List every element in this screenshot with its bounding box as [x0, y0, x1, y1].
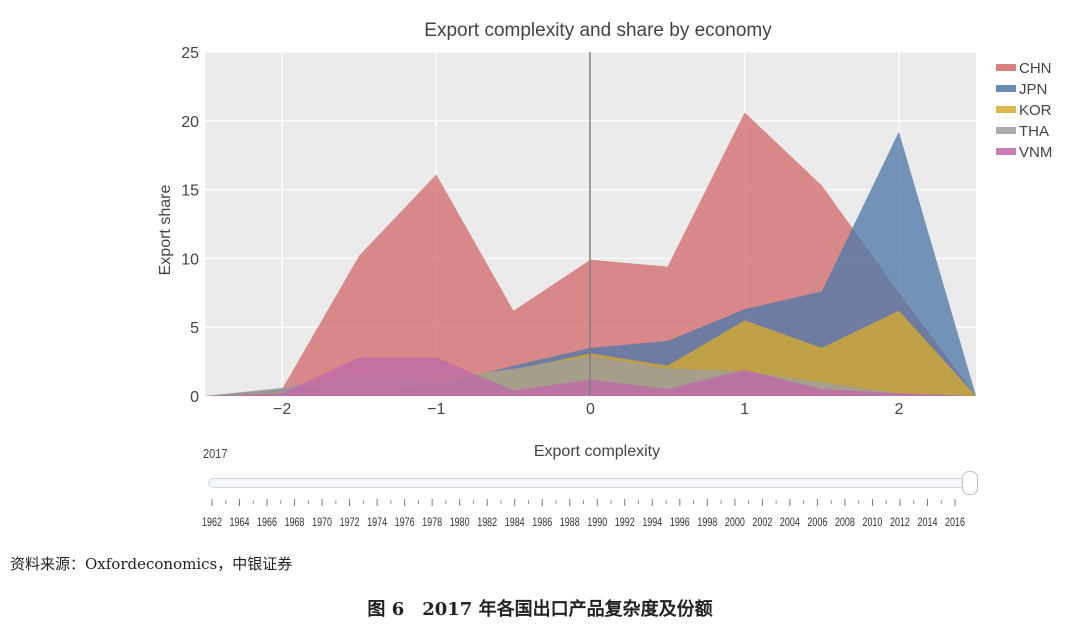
- y-tick-label: 5: [190, 320, 199, 337]
- legend-label-vnm: VNM: [1019, 144, 1052, 161]
- figure-caption: 图 6 2017 年各国出口产品复杂度及份额: [367, 599, 713, 620]
- chart-title: Export complexity and share by economy: [424, 20, 772, 41]
- current-year-label: 2017: [203, 446, 228, 461]
- y-tick-label: 0: [190, 389, 199, 406]
- slider-year-label: 1998: [697, 517, 717, 529]
- slider-year-label: 1994: [642, 517, 662, 529]
- legend-swatch-chn: [996, 64, 1016, 71]
- slider-year-label: 2016: [945, 517, 965, 529]
- x-tick-label: −2: [273, 401, 291, 418]
- legend-label-chn: CHN: [1019, 60, 1052, 77]
- area-jpn: [205, 131, 976, 397]
- area-vnm: [205, 357, 976, 396]
- slider-year-label: 1970: [312, 517, 332, 529]
- slider-year-label: 1992: [615, 517, 635, 529]
- x-tick-label: 0: [586, 401, 595, 418]
- legend-label-jpn: JPN: [1019, 81, 1047, 98]
- legend-swatch-kor: [996, 106, 1016, 113]
- slider-year-label: 1974: [367, 517, 387, 529]
- slider-year-label: 1982: [477, 517, 497, 529]
- slider-year-label: 1976: [395, 517, 415, 529]
- slider-year-label: 2014: [918, 517, 938, 529]
- legend-label-tha: THA: [1019, 123, 1049, 140]
- slider-year-label: 1972: [340, 517, 360, 529]
- slider-year-label: 2004: [780, 517, 800, 529]
- year-slider-ticks: 1962 1964 1966 1968 1970 1972 1974 1976 1978 1980…: [202, 499, 965, 529]
- slider-year-label: 2002: [752, 517, 772, 529]
- y-axis-ticks: 0 5 10 15 20 25: [181, 45, 199, 406]
- slider-year-label: 2008: [835, 517, 855, 529]
- legend-swatch-tha: [996, 127, 1016, 134]
- slider-year-label: 2006: [807, 517, 827, 529]
- y-tick-label: 15: [181, 183, 199, 200]
- slider-year-label: 1962: [202, 517, 222, 529]
- source-note: 资料来源：Oxfordeconomics，中银证券: [10, 555, 293, 573]
- slider-year-label: 2012: [890, 517, 910, 529]
- x-tick-label: 2: [894, 401, 903, 418]
- slider-year-label: 2010: [862, 517, 882, 529]
- y-tick-label: 25: [181, 45, 199, 62]
- x-tick-label: −1: [427, 401, 445, 418]
- y-tick-label: 10: [181, 251, 199, 268]
- legend-label-kor: KOR: [1019, 102, 1052, 119]
- slider-year-label: 1996: [670, 517, 690, 529]
- y-axis-label: Export share: [157, 185, 174, 276]
- slider-year-label: 1990: [587, 517, 607, 529]
- legend-swatch-jpn: [996, 85, 1016, 92]
- x-axis-ticks: −2 −1 0 1 2: [273, 401, 903, 418]
- slider-year-label: 2000: [725, 517, 745, 529]
- x-axis-label: Export complexity: [534, 443, 660, 460]
- slider-year-label: 1964: [230, 517, 250, 529]
- slider-year-label: 1978: [422, 517, 442, 529]
- slider-year-label: 1984: [505, 517, 525, 529]
- legend-swatch-vnm: [996, 148, 1016, 155]
- year-slider-handle[interactable]: [962, 471, 978, 495]
- year-slider-track[interactable]: [208, 478, 976, 488]
- slider-year-label: 1966: [257, 517, 277, 529]
- legend: CHN JPN KOR THA VNM: [996, 60, 1052, 161]
- slider-year-label: 1980: [450, 517, 470, 529]
- slider-year-label: 1968: [285, 517, 305, 529]
- slider-year-label: 1986: [532, 517, 552, 529]
- slider-year-label: 1988: [560, 517, 580, 529]
- chart: Export complexity and share by economy −…: [157, 20, 1052, 529]
- x-tick-label: 1: [740, 401, 749, 418]
- y-tick-label: 20: [181, 114, 199, 131]
